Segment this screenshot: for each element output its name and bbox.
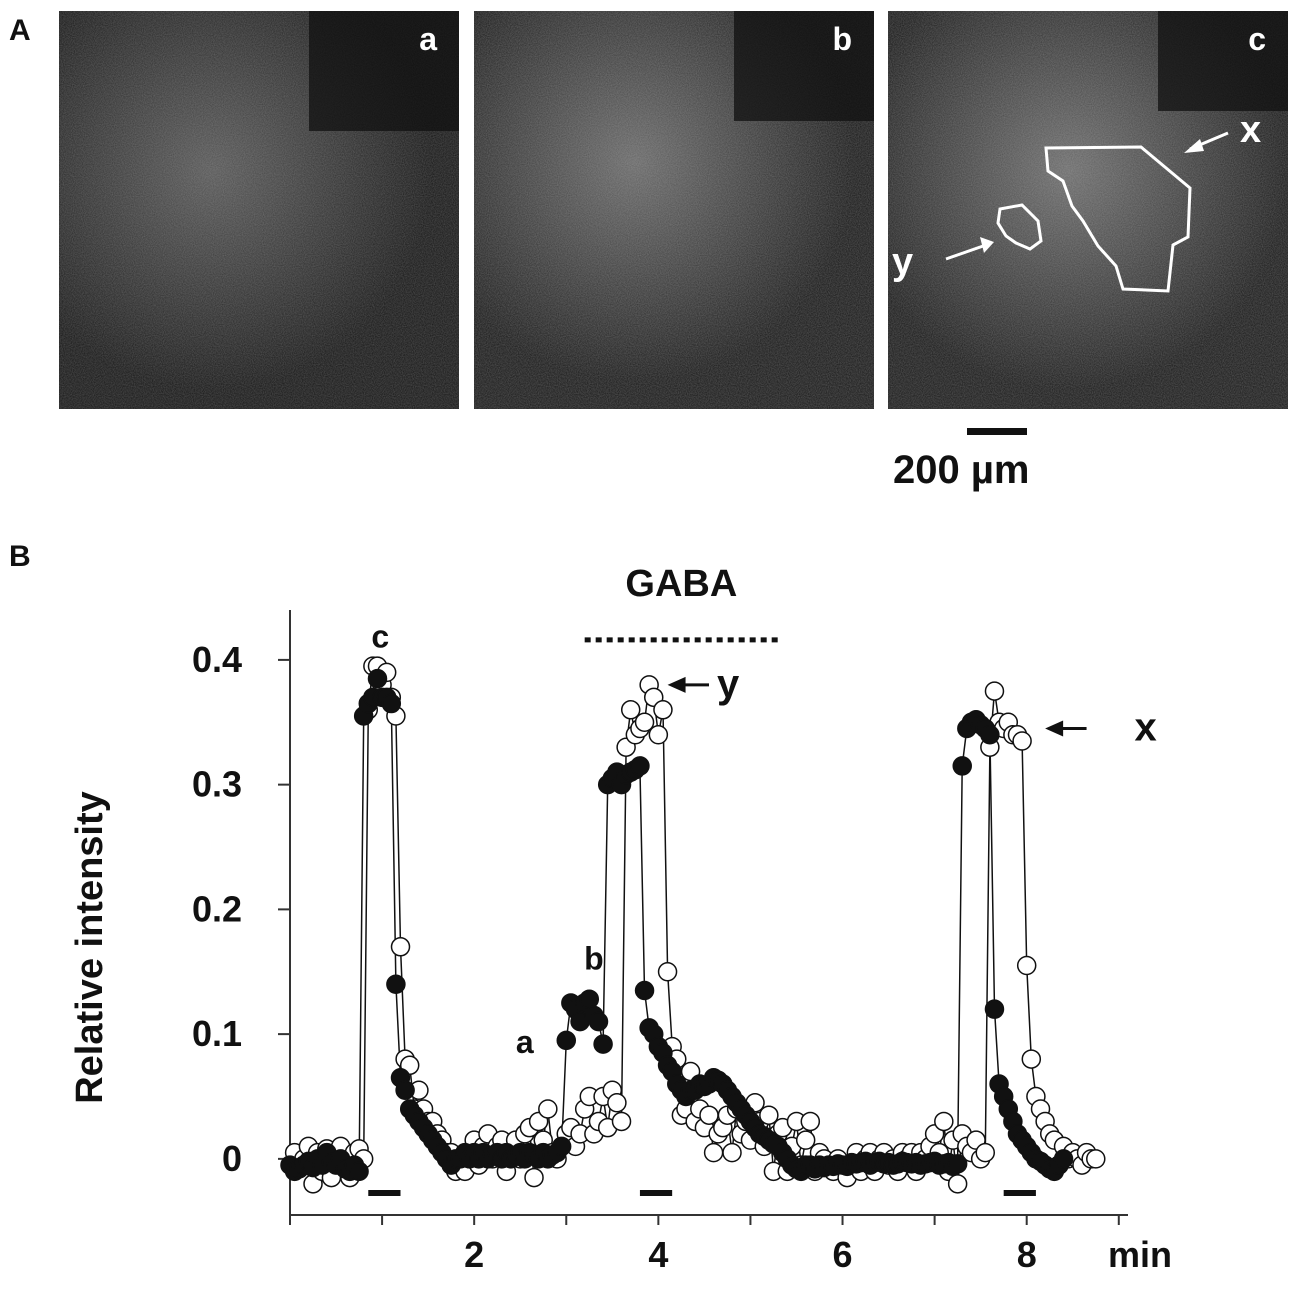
y-tick-label: 0 [222,1138,242,1179]
gaba-label: GABA [625,563,737,605]
point-label-a: a [516,1024,534,1060]
open-data-point [634,712,655,733]
micrograph-c-texture [888,11,1288,409]
y-arrow-label: y [717,662,740,706]
filled-data-point [984,999,1005,1019]
open-data-point [524,1167,544,1188]
y-arrow-head [667,676,686,693]
x-arrow-label: x [1135,706,1157,750]
filled-data-point [634,980,655,1001]
filled-data-point [386,974,406,994]
filled-data-point [593,1034,613,1054]
micrograph-a: a [59,11,459,409]
scale-bar-label: 200 µm [893,448,1030,492]
filled-data-point [556,1030,577,1051]
roi-x-outline [1044,145,1192,293]
y-axis-label: Relative intensity [69,791,111,1104]
x-tick-label: 2 [464,1234,484,1275]
open-data-point [1021,1049,1042,1069]
roi-y-arrow [945,243,987,261]
open-data-point [759,1105,779,1125]
open-data-point [984,681,1005,701]
panel-letter-b: B [9,540,31,573]
filled-data-point [952,756,972,776]
filled-data-point [1053,1149,1074,1169]
y-tick-label: 0.4 [192,639,242,680]
panel-letter-a: A [9,14,31,47]
micrograph-b: b [474,11,874,409]
open-data-point [538,1099,558,1119]
open-data-point [1016,955,1037,976]
scale-bar [967,428,1027,435]
filled-data-point [588,1011,609,1032]
roi-label-y: y [892,241,914,283]
open-data-point [703,1142,724,1163]
open-data-point [1086,1149,1106,1169]
x-tick-label: 4 [648,1234,668,1275]
x-tick-label: 8 [1017,1234,1037,1275]
open-data-point [975,1142,996,1163]
open-data-point [648,724,669,745]
filled-data-point [630,756,650,776]
filled-data-point [579,989,600,1009]
open-data-point [653,700,673,720]
point-label-c: c [371,618,389,654]
filled-data-point [381,693,402,714]
open-data-point [1012,731,1032,751]
filled-data-point [551,1136,572,1157]
open-data-point [795,1130,816,1150]
y-tick-label: 0.2 [192,888,242,929]
y-tick-label: 0.3 [192,764,242,805]
roi-y-outline [996,203,1043,251]
image-label-b: b [832,21,852,57]
micrograph-a-texture [59,11,459,409]
filled-data-point [947,1154,968,1174]
open-data-point [800,1111,821,1132]
chart-axes: 0 0.1 0.2 0.3 0.4 2 4 6 8 min Relative intensity [69,610,1172,1275]
open-data-point [657,962,678,982]
open-data-point [722,1142,742,1163]
open-data-point [947,1174,968,1194]
filled-data-point [349,1161,369,1182]
image-label-a: a [419,21,437,57]
roi-x-arrowhead [1184,139,1204,153]
open-data-point [607,1092,627,1113]
open-data-point [620,700,641,720]
micrograph-c: c x y [888,11,1288,409]
x-tick-label: 6 [833,1234,853,1275]
y-tick-label: 0.1 [192,1013,242,1054]
roi-label-x: x [1240,109,1262,151]
open-data-point [390,937,411,957]
intensity-chart: 0 0.1 0.2 0.3 0.4 2 4 6 8 min Relative intensity G… [69,563,1172,1275]
image-label-c: c [1248,21,1266,57]
x-arrow-head [1045,720,1064,737]
chart-points [280,656,1106,1194]
filled-data-point [367,668,388,689]
x-axis-label: min [1108,1234,1172,1275]
filled-data-point [980,724,1000,745]
open-data-point [611,1111,632,1132]
point-label-b: b [584,940,604,976]
filled-data-point [395,1080,415,1101]
open-data-point [934,1111,954,1132]
roi-y-arrowhead [980,237,994,253]
micrograph-b-texture [474,11,874,409]
chart-annotations: GABA c b a y x [368,563,1157,1196]
